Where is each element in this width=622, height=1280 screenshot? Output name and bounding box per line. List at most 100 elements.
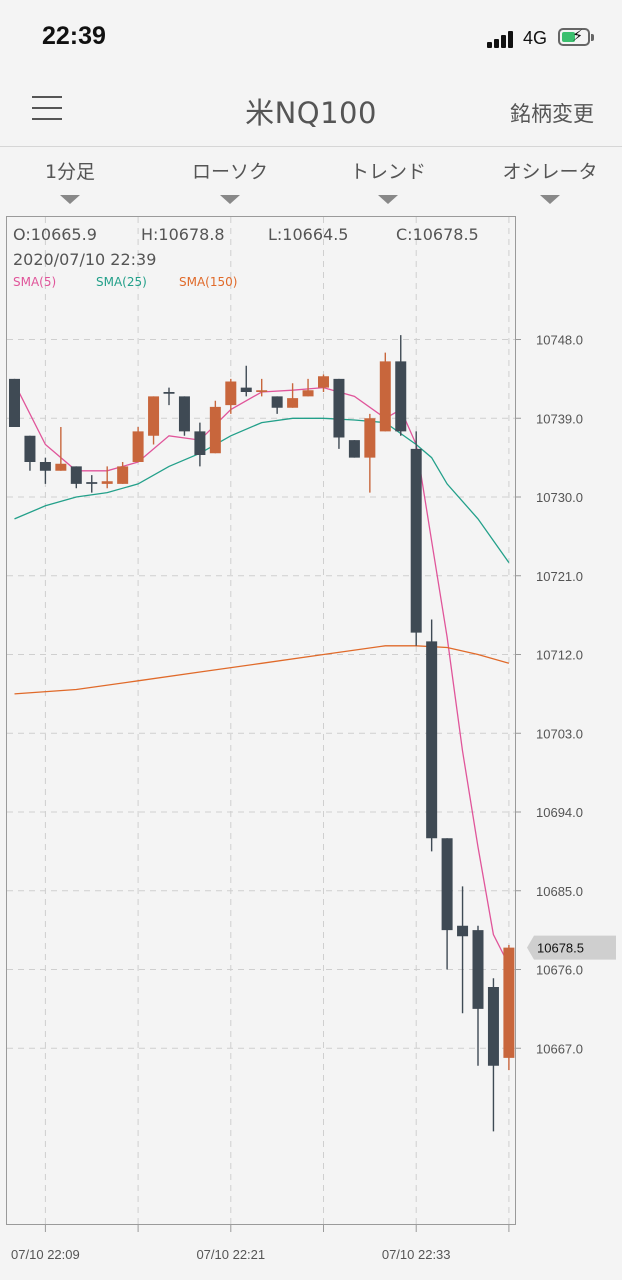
candle	[379, 352, 391, 432]
tab-oscillator-label: オシレータ	[502, 161, 598, 183]
chevron-down-icon	[540, 195, 560, 204]
candle-body	[148, 396, 160, 436]
tab-oscillator[interactable]: オシレータ	[492, 157, 608, 204]
candle-body	[9, 378, 20, 427]
chart-frame[interactable]	[6, 216, 516, 1225]
candle-body	[117, 466, 129, 484]
candle-body	[441, 838, 453, 931]
y-tick-label: 10712.0	[536, 648, 583, 663]
candle	[86, 475, 98, 493]
candle-body	[503, 947, 515, 1058]
chart-settings-tabs: 1分足 ローソク トレンド オシレータ	[0, 147, 622, 211]
candle	[70, 466, 82, 489]
candle-body	[70, 466, 82, 484]
candle-body	[364, 418, 376, 458]
candle-body	[410, 448, 422, 633]
current-price-label: 10678.5	[537, 941, 584, 956]
candle	[441, 838, 453, 970]
candle-body	[209, 406, 221, 454]
candle	[148, 396, 160, 445]
y-tick-label: 10703.0	[536, 726, 583, 741]
candle-body	[256, 390, 268, 392]
menu-icon[interactable]	[32, 96, 62, 120]
candle	[39, 457, 51, 484]
candle-body	[132, 431, 144, 462]
candle-body	[318, 376, 329, 388]
candle-body	[271, 396, 283, 408]
nav-bar: 米NQ100 銘柄変更	[0, 78, 622, 147]
high-value: H:10678.8	[141, 225, 225, 244]
current-price-tag	[527, 935, 616, 960]
legend-sma150: SMA(150)	[179, 275, 238, 289]
candle-body	[39, 462, 51, 471]
y-tick-label: 10685.0	[536, 884, 583, 899]
y-tick-label: 10721.0	[536, 569, 583, 584]
tab-trend-label: トレンド	[349, 161, 426, 183]
candle	[240, 365, 252, 397]
candle-body	[101, 481, 113, 484]
chevron-down-icon	[378, 195, 398, 204]
low-value: L:10664.5	[268, 225, 349, 244]
candle-body	[163, 392, 175, 394]
chevron-down-icon	[220, 195, 240, 204]
sma-line-sma150	[14, 645, 510, 695]
candle	[209, 400, 221, 454]
y-tick-label: 10667.0	[536, 1041, 583, 1056]
change-symbol-button[interactable]: 銘柄変更	[510, 102, 594, 126]
open-value: O:10665.9	[13, 225, 97, 244]
network-type: 4G	[523, 28, 548, 48]
candle-body	[302, 390, 314, 397]
y-tick-label: 10730.0	[536, 490, 583, 505]
candle	[487, 978, 499, 1132]
candle	[194, 422, 206, 467]
candle	[256, 378, 268, 397]
tab-chart-type-label: ローソク	[191, 161, 268, 183]
sma-line-sma25	[14, 417, 510, 563]
candle	[271, 396, 283, 414]
candle-body	[55, 463, 67, 471]
candle-body	[426, 641, 438, 839]
candle-body	[457, 925, 469, 937]
candle	[410, 431, 422, 646]
candle	[426, 619, 438, 852]
candle-body	[240, 387, 252, 392]
candle-body	[86, 482, 98, 484]
y-tick-label: 10694.0	[536, 805, 583, 820]
candle	[55, 427, 67, 471]
legend-sma25: SMA(25)	[96, 275, 147, 289]
close-value: C:10678.5	[396, 225, 479, 244]
cellular-signal-icon	[487, 30, 517, 48]
candle	[163, 387, 175, 406]
candle	[117, 462, 129, 484]
candle-body	[225, 381, 237, 406]
page-title: 米NQ100	[245, 96, 377, 130]
chevron-down-icon	[60, 195, 80, 204]
status-time: 22:39	[42, 22, 106, 50]
y-tick-label: 10748.0	[536, 333, 583, 348]
candle	[178, 396, 190, 436]
candle	[9, 378, 20, 427]
tab-timeframe[interactable]: 1分足	[30, 157, 110, 204]
candle	[472, 925, 484, 1066]
candle-body	[487, 987, 499, 1066]
tab-timeframe-label: 1分足	[44, 161, 96, 183]
candle	[225, 378, 237, 414]
candle-datetime: 2020/07/10 22:39	[13, 250, 157, 269]
candle	[457, 886, 469, 1014]
candle	[132, 427, 144, 462]
candle	[503, 945, 515, 1071]
candle-body	[395, 361, 407, 432]
candle	[333, 378, 345, 449]
y-tick-label: 10676.0	[536, 963, 583, 978]
tab-trend[interactable]: トレンド	[338, 157, 438, 204]
status-bar: 22:39 4G ⚡	[0, 0, 622, 78]
candle-body	[194, 431, 206, 455]
candle-body	[348, 440, 360, 458]
candle-body	[379, 361, 391, 432]
x-tick-label: 07/10 22:09	[11, 1247, 80, 1262]
legend-sma5: SMA(5)	[13, 275, 57, 289]
candle	[24, 435, 36, 471]
tab-chart-type[interactable]: ローソク	[180, 157, 280, 204]
candle-body	[287, 398, 299, 408]
